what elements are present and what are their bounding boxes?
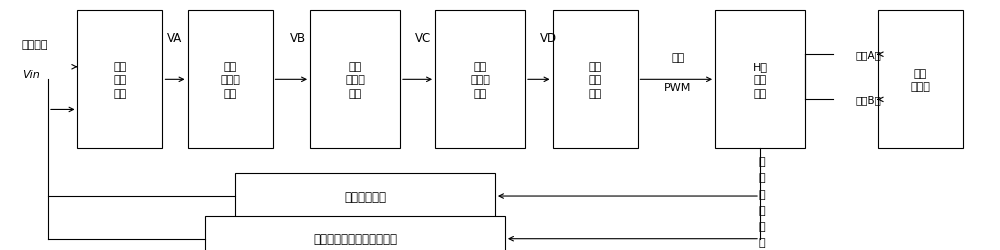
Text: VA: VA [167,32,183,45]
Text: VD: VD [539,32,557,45]
Text: VC: VC [415,32,431,45]
Text: H桥
驱动
电路: H桥 驱动 电路 [753,62,768,98]
Text: 输出B相: 输出B相 [856,95,882,105]
Bar [435,11,525,149]
Text: 增益
放大器
电路: 增益 放大器 电路 [470,62,490,98]
Text: 输出A相: 输出A相 [856,50,882,60]
Bar [715,11,805,149]
Text: 速: 速 [759,156,765,166]
Text: Vin: Vin [22,70,40,80]
Text: 输入
调零
电路: 输入 调零 电路 [113,62,127,98]
Text: 输出: 输出 [671,52,685,62]
Text: 两级采样电路（电压电流）: 两级采样电路（电压电流） [313,232,397,245]
Text: 采: 采 [759,189,765,199]
Text: 控制
自控阀: 控制 自控阀 [910,68,930,92]
Text: 缓冲
放大
电路: 缓冲 放大 电路 [588,62,602,98]
Bar [205,216,505,250]
Text: 样: 样 [759,205,765,215]
Bar [310,11,400,149]
Text: 输入信号: 输入信号 [22,40,48,50]
Text: 度: 度 [759,172,765,182]
Bar [77,11,162,149]
Text: VB: VB [290,32,306,45]
Text: PWM: PWM [664,82,692,92]
Bar [878,11,963,149]
Text: 电压
比较器
电路: 电压 比较器 电路 [220,62,240,98]
Text: 误差
放大器
电路: 误差 放大器 电路 [345,62,365,98]
Text: 信: 信 [759,221,765,231]
Bar [552,11,638,149]
Text: 号: 号 [759,238,765,248]
Bar [235,174,495,219]
Text: 动态调整电路: 动态调整电路 [344,190,386,203]
Bar [188,11,272,149]
